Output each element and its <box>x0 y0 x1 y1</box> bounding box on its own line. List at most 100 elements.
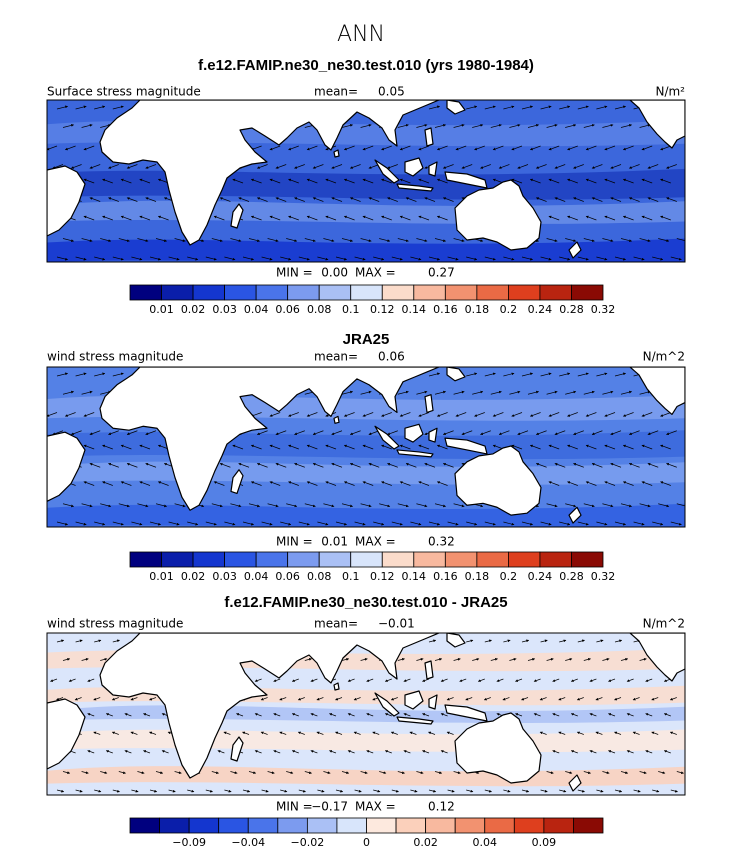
wind-arrow <box>68 678 76 682</box>
wind-arrow <box>577 256 589 261</box>
wind-arrow <box>565 238 577 242</box>
wind-arrow <box>461 164 473 169</box>
wind-arrow <box>440 678 448 682</box>
wind-arrow <box>155 238 167 242</box>
wind-arrow <box>341 238 353 242</box>
wind-arrow <box>50 678 58 682</box>
wind-arrow <box>573 197 584 202</box>
wind-arrow <box>224 521 236 526</box>
wind-arrow <box>360 124 372 128</box>
wind-arrow <box>47 412 58 417</box>
wind-arrow <box>639 503 651 508</box>
wind-arrow <box>436 412 448 417</box>
wind-arrow <box>577 105 589 110</box>
wind-arrow <box>297 697 305 701</box>
wind-arrow <box>343 481 355 486</box>
wind-arrow <box>269 444 281 450</box>
colorbar: 0.01 0.02 0.03 0.04 0.06 0.08 0.1 0.12 0.14 0.16 0… <box>129 551 615 583</box>
colorbar-box <box>413 551 446 568</box>
wind-arrow <box>620 503 632 508</box>
wind-arrow <box>62 390 74 395</box>
wind-arrow <box>472 390 484 395</box>
wind-arrow <box>87 713 95 717</box>
wind-arrow <box>480 164 491 169</box>
wind-arrow <box>224 789 232 793</box>
wind-arrow <box>94 372 106 377</box>
wind-arrow <box>280 789 288 793</box>
wind-arrow <box>596 256 608 261</box>
wind-arrow <box>670 789 678 793</box>
wind-arrow <box>610 430 622 435</box>
colorbar-box <box>425 817 456 834</box>
wind-arrow <box>105 713 113 717</box>
wind-arrow <box>89 197 101 202</box>
wind-arrow <box>517 164 529 169</box>
colorbar-label: 0.14 <box>402 303 427 316</box>
wind-arrow <box>614 521 626 526</box>
wind-arrow <box>323 771 331 774</box>
wind-arrow <box>360 238 372 242</box>
wind-arrow <box>484 372 496 377</box>
wind-arrow <box>521 521 533 526</box>
wind-arrow <box>658 238 670 242</box>
wind-arrow <box>527 124 539 128</box>
colorbar-label: 0.12 <box>370 570 395 583</box>
wind-arrow <box>83 444 95 450</box>
wind-arrow <box>130 697 138 701</box>
min-label: MIN = <box>276 266 313 280</box>
wind-arrow <box>273 713 281 717</box>
wind-arrow <box>250 178 262 184</box>
panel-title: f.e12.FAMIP.ne30_ne30.test.010 - JRA25 <box>224 594 507 611</box>
wind-arrow <box>676 771 684 774</box>
wind-arrow <box>254 750 262 754</box>
wind-arrow <box>47 145 58 151</box>
wind-arrow <box>596 789 604 793</box>
wind-arrow <box>585 145 597 151</box>
colorbar-box <box>129 551 162 568</box>
colorbar-label: 0.04 <box>473 836 498 849</box>
wind-arrow <box>312 430 324 435</box>
wind-arrow <box>669 731 677 735</box>
wind-arrow <box>306 444 318 450</box>
min-label: MIN = <box>276 800 313 814</box>
wind-arrow <box>145 197 157 202</box>
wind-arrow <box>373 256 385 261</box>
wind-arrow <box>397 124 409 128</box>
wind-arrow <box>480 430 491 435</box>
wind-arrow <box>614 256 626 261</box>
wind-arrow <box>604 178 616 184</box>
wind-arrow <box>112 105 124 110</box>
wind-arrow <box>205 789 213 793</box>
wind-arrow <box>81 124 93 128</box>
colorbar-box <box>161 284 194 301</box>
wind-arrow <box>168 521 180 526</box>
wind-arrow <box>298 789 306 793</box>
wind-arrow <box>565 771 573 774</box>
wind-arrow <box>219 463 231 468</box>
wind-arrow <box>576 697 584 701</box>
wind-arrow <box>567 444 578 450</box>
wind-arrow <box>269 412 281 417</box>
wind-arrow <box>149 731 157 735</box>
wind-arrow <box>608 713 616 717</box>
wind-arrow <box>94 639 102 643</box>
wind-arrow <box>387 197 398 202</box>
wind-arrow <box>583 124 595 128</box>
wind-arrow <box>120 481 132 486</box>
wind-arrow <box>554 463 566 468</box>
max-value: 0.12 <box>428 800 455 814</box>
colorbar-label: −0.02 <box>291 836 325 849</box>
wind-arrow <box>75 521 87 526</box>
colorbar-box <box>218 817 249 834</box>
wind-arrow <box>416 238 428 242</box>
wind-arrow <box>64 412 76 417</box>
colorbar-label: 0.1 <box>342 570 360 583</box>
wind-arrow <box>325 178 337 184</box>
panel: f.e12.FAMIP.ne30_ne30.test.010 (yrs 1980… <box>46 57 686 316</box>
wind-arrow <box>658 503 670 508</box>
wind-arrow <box>641 481 653 486</box>
wind-arrow <box>604 412 616 417</box>
wind-arrow <box>461 430 473 435</box>
wind-arrow <box>511 444 523 450</box>
wind-arrow <box>455 145 467 151</box>
